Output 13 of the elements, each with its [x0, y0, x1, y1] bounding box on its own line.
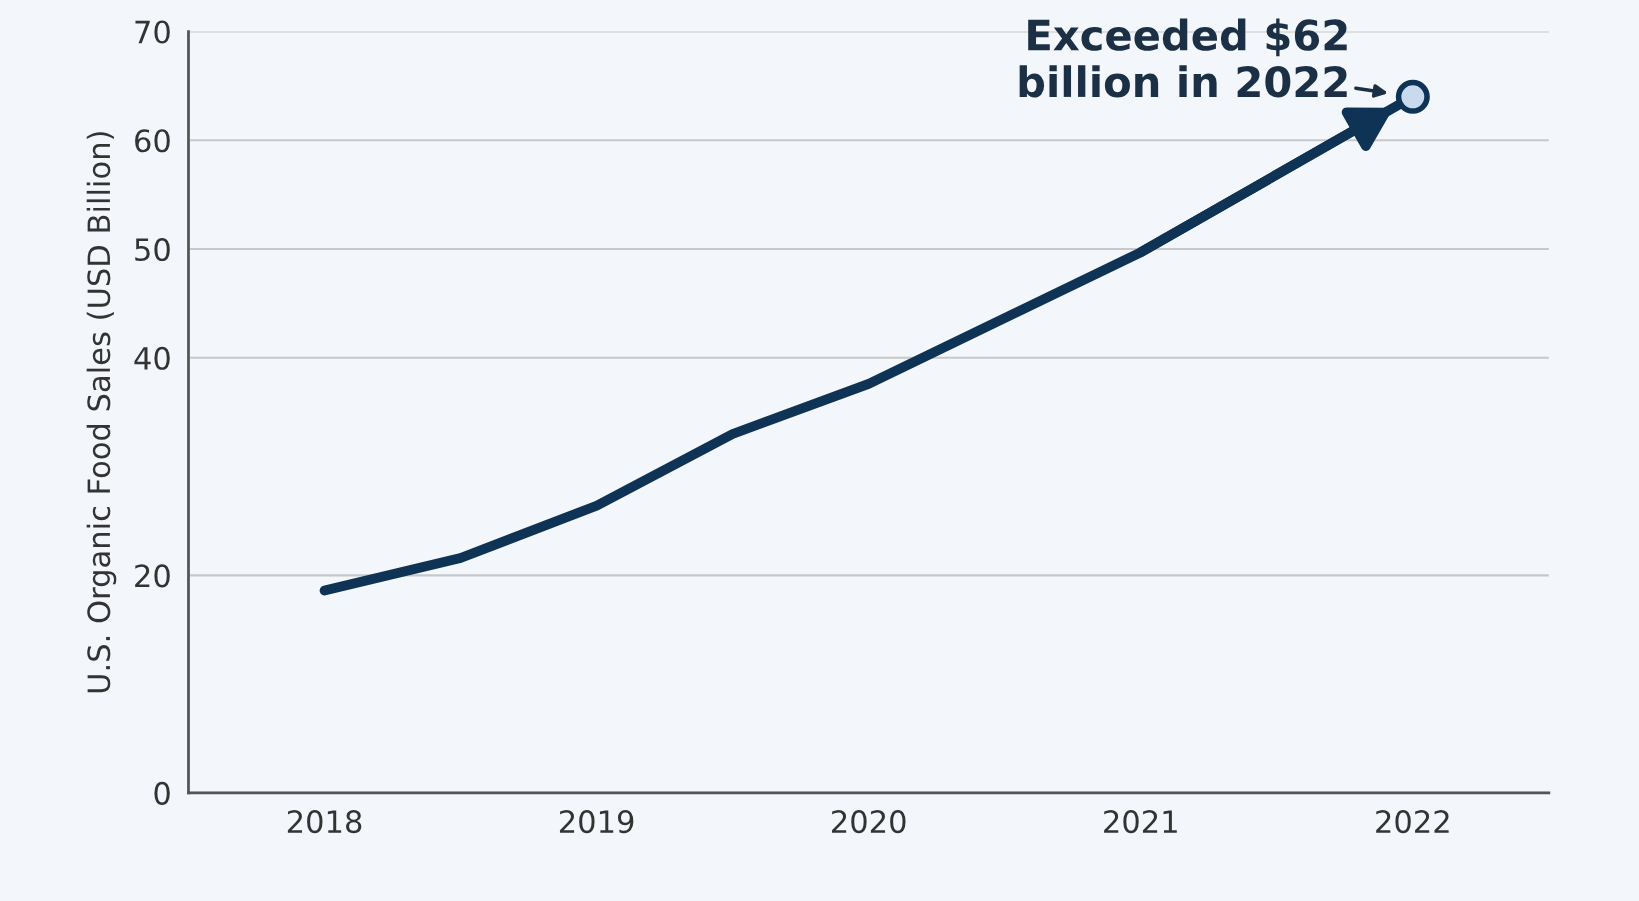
- y-tick-label: 70: [135, 20, 170, 44]
- x-tick-label: 2020: [832, 810, 906, 834]
- x-tick-label: 2022: [1376, 810, 1449, 834]
- y-tick-label: 40: [134, 346, 170, 370]
- y-tick-label: 20: [135, 564, 170, 588]
- y-axis-title: U.S. Organic Food Sales (USD Billion): [86, 132, 117, 693]
- y-tick-label: 50: [135, 237, 170, 262]
- y-tick-label: 0: [154, 781, 170, 805]
- annotation: Exceeded $62 billion in 2022: [1019, 18, 1347, 98]
- y-tick-label: 60: [135, 129, 170, 153]
- x-tick-label: 2019: [559, 810, 634, 834]
- x-tick-label: 2021: [1104, 810, 1177, 834]
- x-tick-label: 2018: [287, 810, 362, 834]
